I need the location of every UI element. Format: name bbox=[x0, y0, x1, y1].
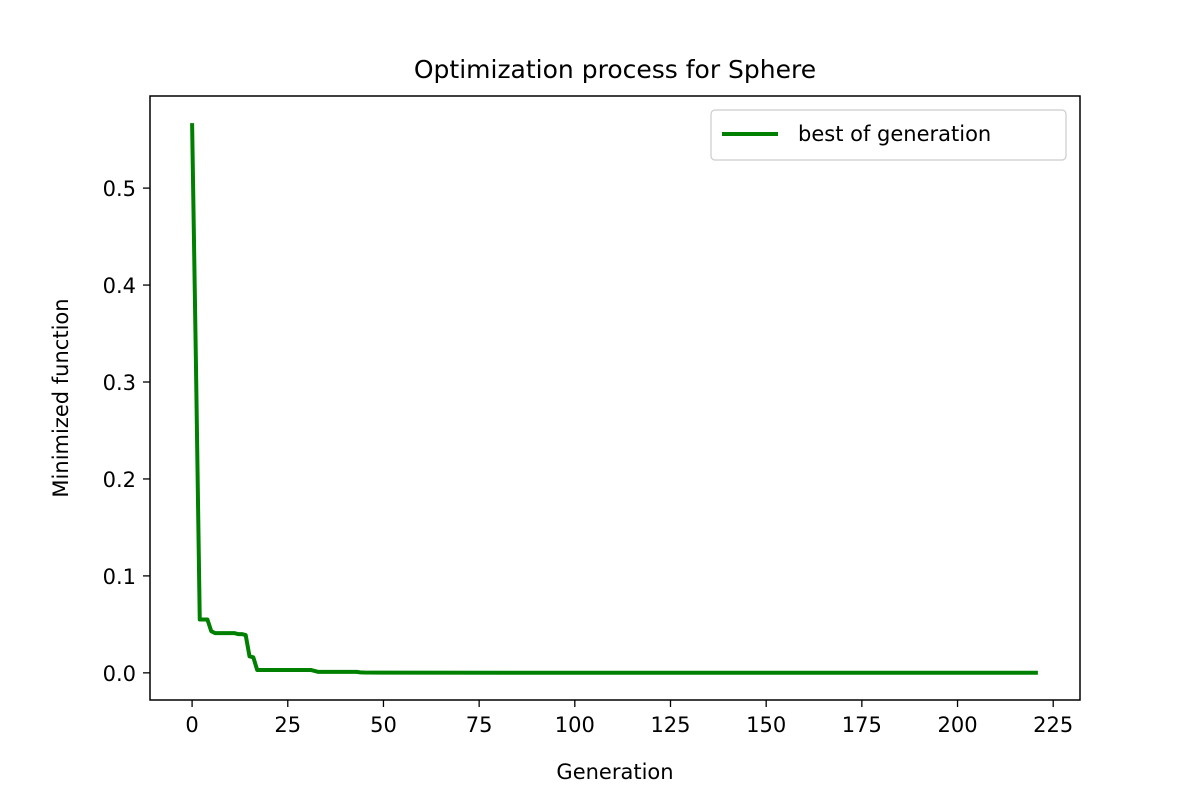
legend-box bbox=[710, 109, 1067, 161]
legend-label-best-of-generation: best of generation bbox=[798, 122, 991, 146]
x-tick-label: 75 bbox=[466, 713, 493, 737]
x-tick-label: 50 bbox=[370, 713, 397, 737]
y-tick-label: 0.5 bbox=[103, 177, 136, 201]
x-tick-label: 200 bbox=[937, 713, 977, 737]
y-tick-label: 0.1 bbox=[103, 565, 136, 589]
x-tick-label: 100 bbox=[555, 713, 595, 737]
x-axis-label: Generation bbox=[556, 760, 673, 784]
axes-frame bbox=[149, 95, 1081, 701]
y-axis-label: Minimized function bbox=[49, 298, 73, 497]
series-line-best-of-generation bbox=[190, 123, 1038, 675]
x-tick-label: 150 bbox=[746, 713, 786, 737]
y-tick-label: 0.4 bbox=[103, 274, 136, 298]
y-axis: 0.0 0.1 0.2 0.3 0.4 0.5 bbox=[103, 177, 150, 686]
x-tick-label: 125 bbox=[650, 713, 690, 737]
chart-title: Optimization process for Sphere bbox=[414, 55, 816, 84]
x-axis: 0 25 50 75 100 125 150 175 200 225 bbox=[185, 700, 1073, 737]
y-tick-label: 0.2 bbox=[103, 468, 136, 492]
x-tick-label: 25 bbox=[274, 713, 301, 737]
x-tick-label: 0 bbox=[185, 713, 198, 737]
x-tick-label: 225 bbox=[1033, 713, 1073, 737]
y-tick-label: 0.3 bbox=[103, 371, 136, 395]
plot-area bbox=[190, 123, 1038, 675]
y-tick-label: 0.0 bbox=[103, 662, 136, 686]
x-tick-label: 175 bbox=[842, 713, 882, 737]
legend: best of generation bbox=[710, 109, 1067, 161]
